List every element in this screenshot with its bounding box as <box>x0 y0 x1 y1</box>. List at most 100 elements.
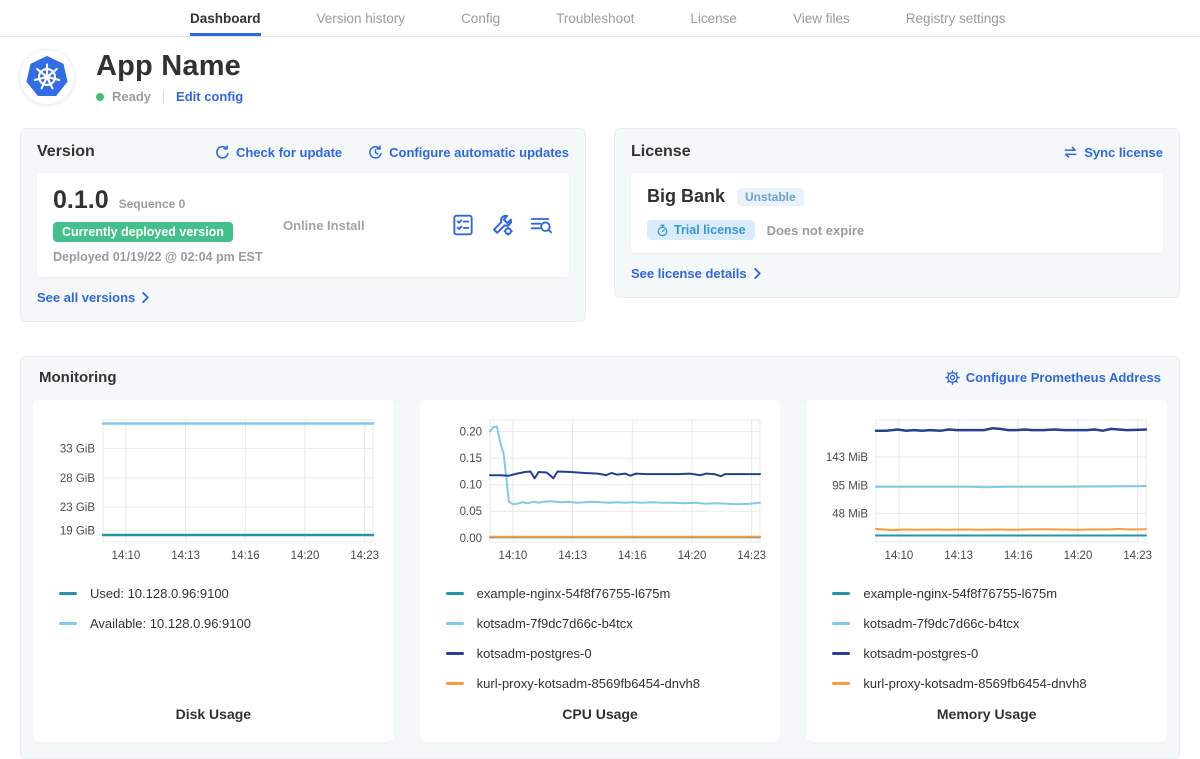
svg-text:28 GiB: 28 GiB <box>60 473 95 485</box>
svg-text:14:16: 14:16 <box>231 550 260 562</box>
legend-label: kotsadm-postgres-0 <box>476 646 592 661</box>
legend-item: Available: 10.128.0.96:9100 <box>59 616 380 631</box>
deployed-badge: Currently deployed version <box>53 222 233 242</box>
see-license-details-link[interactable]: See license details <box>631 266 762 281</box>
install-type-label: Online Install <box>283 217 365 233</box>
legend-label: kurl-proxy-kotsadm-8569fb6454-dnvh8 <box>476 676 700 691</box>
svg-text:48 MiB: 48 MiB <box>833 508 869 520</box>
svg-text:14:20: 14:20 <box>677 550 706 562</box>
configure-prometheus-link[interactable]: Configure Prometheus Address <box>944 370 1161 385</box>
tab-version-history[interactable]: Version history <box>316 10 406 26</box>
app-header: App Name Ready Edit config <box>20 50 1180 104</box>
svg-text:14:20: 14:20 <box>1064 550 1093 562</box>
legend-label: kotsadm-7f9dc7d66c-b4tcx <box>476 616 633 631</box>
tab-license[interactable]: License <box>690 10 737 26</box>
refresh-icon <box>215 144 230 160</box>
legend-label: example-nginx-54f8f76755-l675m <box>863 586 1058 601</box>
current-version-panel: 0.1.0 Sequence 0 Currently deployed vers… <box>37 173 569 277</box>
configure-automatic-updates-link[interactable]: Configure automatic updates <box>368 145 569 160</box>
sync-license-link[interactable]: Sync license <box>1063 145 1163 160</box>
legend-label: example-nginx-54f8f76755-l675m <box>476 586 671 601</box>
svg-text:0.00: 0.00 <box>459 533 481 545</box>
svg-text:0.10: 0.10 <box>459 480 481 492</box>
chart-plot: 0.00 0.05 0.10 0.15 0.20 14:10 14:13 14:16 14:20… <box>459 419 766 562</box>
license-name: Big Bank <box>647 186 726 206</box>
legend-item: kotsadm-7f9dc7d66c-b4tcx <box>445 616 767 631</box>
svg-text:14:23: 14:23 <box>1124 550 1153 562</box>
legend-dash-icon <box>445 682 464 685</box>
svg-text:14:13: 14:13 <box>171 550 200 562</box>
legend-dash-icon <box>832 682 851 685</box>
legend-item: example-nginx-54f8f76755-l675m <box>445 586 767 601</box>
legend-item: kotsadm-postgres-0 <box>832 646 1153 661</box>
tab-bar: Dashboard Version history Config Troublesho… <box>190 0 1062 36</box>
tab-config[interactable]: Config <box>461 10 501 26</box>
svg-text:19 GiB: 19 GiB <box>60 525 95 537</box>
legend-label: kurl-proxy-kotsadm-8569fb6454-dnvh8 <box>863 676 1087 691</box>
config-wrench-icon[interactable] <box>490 213 514 237</box>
legend-item: kotsadm-7f9dc7d66c-b4tcx <box>832 616 1153 631</box>
svg-text:14:16: 14:16 <box>1004 550 1033 562</box>
version-number: 0.1.0 <box>53 186 109 214</box>
legend-dash-icon <box>832 652 851 655</box>
legend-dash-icon <box>59 592 77 595</box>
monitoring-title: Monitoring <box>39 369 117 386</box>
legend-label: kotsadm-7f9dc7d66c-b4tcx <box>863 616 1020 631</box>
version-card: Version Check for update <box>20 128 586 322</box>
see-all-versions-link[interactable]: See all versions <box>37 290 150 305</box>
legend-dash-icon <box>445 622 464 625</box>
legend-item: example-nginx-54f8f76755-l675m <box>832 586 1153 601</box>
version-card-title: Version <box>37 143 95 160</box>
svg-text:95 MiB: 95 MiB <box>833 480 869 492</box>
svg-text:0.20: 0.20 <box>459 427 481 439</box>
chart-plot: 19 GiB 23 GiB 28 GiB 33 GiB 14:10 14:13 14:16 1… <box>60 419 379 562</box>
license-card: License Sync license Big Bank Unstable <box>614 128 1180 298</box>
tab-troubleshoot[interactable]: Troubleshoot <box>556 10 635 26</box>
tab-registry-settings[interactable]: Registry settings <box>905 10 1006 26</box>
svg-text:23 GiB: 23 GiB <box>60 502 95 514</box>
tab-view-files[interactable]: View files <box>792 10 850 26</box>
svg-text:14:16: 14:16 <box>618 550 647 562</box>
legend-item: kurl-proxy-kotsadm-8569fb6454-dnvh8 <box>445 676 767 691</box>
charts-row: 19 GiB 23 GiB 28 GiB 33 GiB 14:10 14:13 14:16 1… <box>33 400 1168 742</box>
status-text: Ready <box>112 89 152 104</box>
legend-item: kotsadm-postgres-0 <box>445 646 767 661</box>
legend-dash-icon <box>445 652 464 655</box>
preflight-checks-icon[interactable] <box>451 213 475 237</box>
svg-text:14:20: 14:20 <box>291 550 320 562</box>
chart-plot: 48 MiB 95 MiB 143 MiB 14:10 14:13 14:16 14:20 1… <box>826 419 1153 562</box>
legend-dash-icon <box>832 622 851 625</box>
channel-badge: Unstable <box>737 187 804 206</box>
svg-text:143 MiB: 143 MiB <box>826 452 869 464</box>
kubernetes-logo-icon <box>20 50 74 104</box>
chart-legend: example-nginx-54f8f76755-l675m kotsadm-7f… <box>434 586 767 691</box>
legend-label: Available: 10.128.0.96:9100 <box>90 616 251 631</box>
chart-legend: Used: 10.128.0.96:9100 Available: 10.128.… <box>47 586 380 631</box>
chart-card-disk-usage: 19 GiB 23 GiB 28 GiB 33 GiB 14:10 14:13 14:16 1… <box>33 400 394 742</box>
license-type-badge: Trial license <box>647 220 755 240</box>
check-for-update-link[interactable]: Check for update <box>215 145 342 160</box>
view-logs-icon[interactable] <box>529 213 553 237</box>
sequence-label: Sequence 0 <box>118 197 186 211</box>
chevron-right-icon <box>753 268 762 279</box>
svg-text:14:10: 14:10 <box>112 550 141 562</box>
page-title: App Name <box>96 50 242 82</box>
gear-icon <box>944 370 960 385</box>
legend-label: Used: 10.128.0.96:9100 <box>90 586 229 601</box>
license-panel: Big Bank Unstable Trial license Does not… <box>631 173 1163 253</box>
divider <box>163 89 165 104</box>
svg-text:0.15: 0.15 <box>459 453 481 465</box>
chart-legend: example-nginx-54f8f76755-l675m kotsadm-7f… <box>820 586 1153 691</box>
legend-item: kurl-proxy-kotsadm-8569fb6454-dnvh8 <box>832 676 1153 691</box>
tab-dashboard[interactable]: Dashboard <box>190 0 261 36</box>
legend-item: Used: 10.128.0.96:9100 <box>59 586 380 601</box>
edit-config-link[interactable]: Edit config <box>176 89 244 104</box>
chart-title: CPU Usage <box>562 706 638 722</box>
schedule-update-icon <box>368 144 383 160</box>
chart-card-memory-usage: 48 MiB 95 MiB 143 MiB 14:10 14:13 14:16 14:20 1… <box>806 400 1168 742</box>
chart-title: Disk Usage <box>175 706 252 722</box>
page-body: App Name Ready Edit config Version <box>0 50 1200 759</box>
chart-title: Memory Usage <box>936 706 1037 722</box>
svg-text:0.05: 0.05 <box>459 506 481 518</box>
monitoring-section: Monitoring Configure Prometheus Address <box>20 356 1180 759</box>
